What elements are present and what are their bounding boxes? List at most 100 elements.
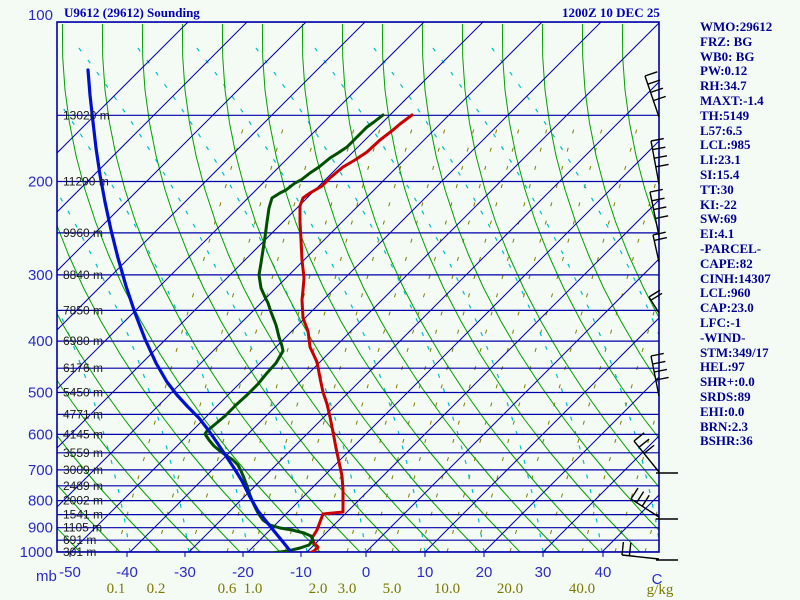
mixing-ratio-label: 1.0 [244,581,263,597]
wind-barb [649,188,669,237]
stat-line: SRDS:89 [700,388,751,404]
mb-unit-label: mb [36,568,57,585]
dry-adiabat-line [541,23,659,385]
mixing-ratio-line [284,114,417,552]
temp-axis-label: 10 [417,564,434,581]
isotherm-line [57,22,425,390]
stat-line: CINH:14307 [700,270,771,286]
height-label: 6980 m [63,334,103,348]
pressure-label: 1000 [20,544,53,561]
dry-adiabat-line [341,23,601,552]
pressure-label: 400 [28,333,53,350]
isotherm-line [424,317,659,552]
isotherm-line [542,435,659,552]
temp-axis-label: -10 [290,564,312,581]
mixing-ratio-label: 0.1 [107,581,126,597]
celsius-unit-label: C [652,571,663,588]
mixing-ratio-line [155,114,288,552]
pressure-label: 600 [28,426,53,443]
wind-barb [630,487,660,518]
height-label: 5450 m [63,385,103,399]
stat-line: LCL:985 [700,137,751,153]
stat-line: MAXT:-1.4 [700,92,764,108]
stat-line: CAP:23.0 [700,300,754,316]
height-label: 7850 m [63,303,103,317]
stat-line: WB0: BG [700,48,755,64]
dry-adiabat-line [181,23,441,552]
wind-barb [633,432,660,473]
mixing-ratio-line [226,114,359,552]
temp-axis-label: -40 [116,564,138,581]
mixing-ratio-label: 3.0 [338,581,357,597]
dewpoint-curve [203,113,385,552]
isotherm-line [57,22,248,213]
height-label: 2489 m [63,479,103,493]
page-title: U9612 (29612) Sounding [64,5,200,20]
height-label: 3559 m [63,446,103,460]
moist-adiabat-line [486,41,659,337]
stat-line: LCL:960 [700,285,751,301]
pressure-label: 100 [28,7,53,24]
temp-axis-label: 20 [476,564,493,581]
stat-line: BRN:2.3 [700,418,749,434]
stat-line: FRZ: BG [700,33,753,49]
mixing-ratio-line [419,114,552,552]
stat-line: WMO:29612 [700,19,773,34]
stat-line: TH:5149 [700,107,750,123]
mixing-ratio-label: 10.0 [434,581,460,597]
stat-line: TT:30 [700,181,734,197]
moist-adiabat-line [368,41,603,552]
height-label: 13020 m [63,108,110,122]
stat-line: EHI:0.0 [700,403,745,419]
stat-line: HEL:97 [700,359,745,375]
mixing-ratio-label: 0.2 [147,581,166,597]
mixing-ratio-line [369,114,502,552]
isotherm-line [365,258,659,552]
dry-adiabat-line [101,23,361,552]
mixing-ratio-label: 20.0 [497,581,523,597]
stat-line: CAPE:82 [700,255,753,271]
stat-line: PW:0.12 [700,63,748,79]
wind-barb [652,231,668,263]
dry-adiabat-line [621,23,659,232]
stat-line: LI:23.1 [700,152,741,168]
isotherm-line [57,22,484,449]
height-label: 6176 m [63,361,103,375]
height-label: 2002 m [63,494,103,508]
temp-axis-label: 0 [362,564,370,581]
mixing-ratio-line [614,403,659,552]
stat-line: KI:-22 [700,196,737,212]
dry-adiabat-line [261,23,521,552]
moist-adiabat-line [309,41,544,552]
height-label: 11290 m [63,175,109,189]
temp-axis-label: -20 [232,564,254,581]
dry-adiabat-line [421,23,659,531]
height-label: 1105 m [63,521,102,535]
temp-axis-label: -50 [59,564,81,581]
pressure-label: 900 [28,520,53,537]
stat-line: L57:6.5 [700,122,743,138]
valid-time-label: 1200Z 10 DEC 25 [562,5,660,20]
pressure-label: 500 [28,384,53,401]
dry-adiabat-line [381,23,641,552]
isotherm-line [247,140,659,552]
mixing-ratio-line [446,114,579,552]
pressure-label: 300 [28,267,53,284]
stat-line: RH:34.7 [700,78,747,94]
dry-adiabat-line [301,23,561,552]
stat-line: EI:4.1 [700,226,735,242]
stat-line: BSHR:36 [700,433,753,449]
mixing-ratio-line [317,114,450,552]
isotherm-line [483,376,659,552]
height-label: 4771 m [63,407,103,421]
temp-axis-label: 30 [535,564,552,581]
pressure-label: 800 [28,493,53,510]
stat-line: SW:69 [700,211,737,227]
stat-line: SI:15.4 [700,166,740,182]
temperature-curve [298,113,414,552]
mixing-ratio-label: 40.0 [569,581,595,597]
mixing-ratio-line [346,114,479,552]
dry-adiabat-line [461,23,659,488]
